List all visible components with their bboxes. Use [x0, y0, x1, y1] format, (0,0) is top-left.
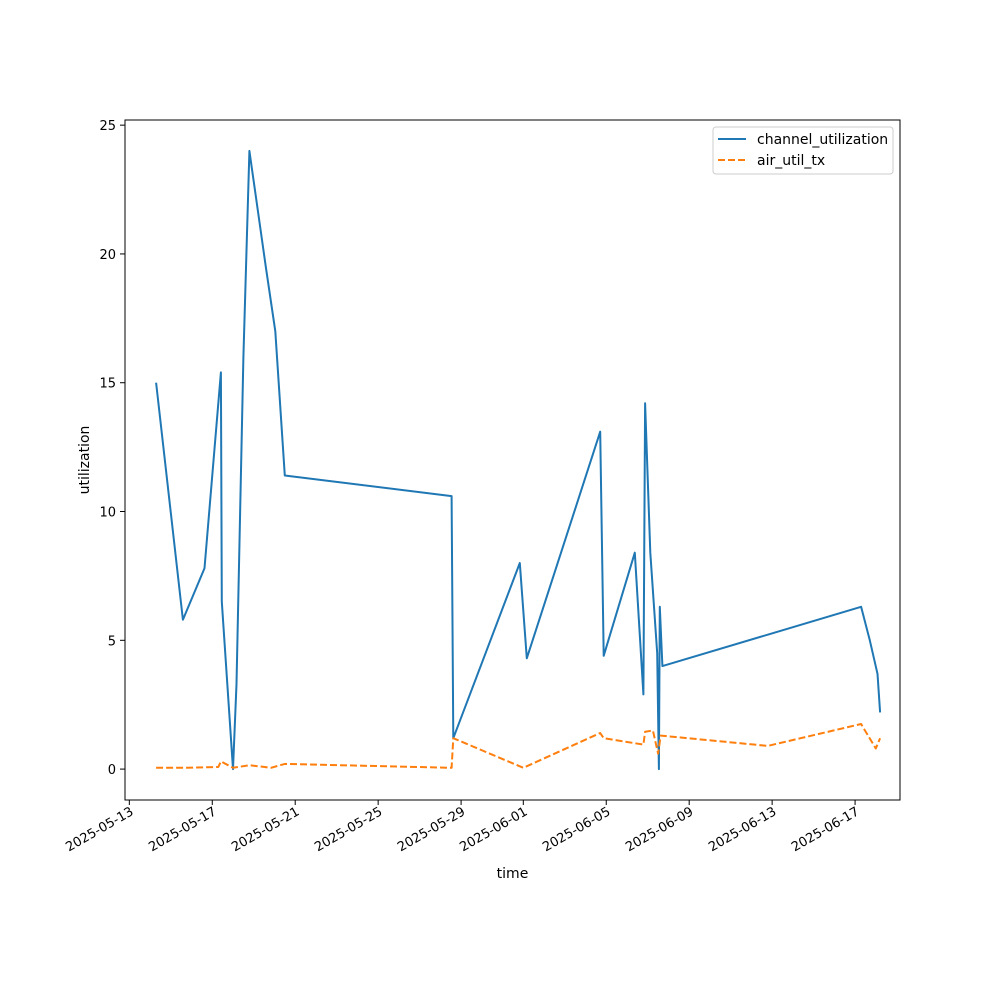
x-tick-label: 2025-06-05 [540, 804, 613, 855]
x-tick-label: 2025-06-17 [789, 804, 862, 855]
series-line-channel-utilization [155, 149, 882, 771]
x-tick-label: 2025-05-13 [63, 804, 136, 855]
x-tick-label: 2025-05-25 [312, 804, 385, 855]
x-axis-label: time [497, 866, 529, 882]
legend: channel_utilization air_util_tx [712, 126, 894, 175]
x-tick-label: 2025-06-01 [457, 804, 530, 855]
y-axis: 0 5 10 15 20 25 [99, 119, 125, 778]
legend-label-channel-utilization: channel_utilization [757, 132, 888, 148]
y-tick-label: 10 [99, 506, 116, 521]
legend-box [712, 126, 894, 175]
y-axis-label: utilization [77, 426, 93, 495]
y-tick-label: 0 [108, 763, 116, 778]
legend-label-air-util-tx: air_util_tx [757, 153, 825, 169]
x-axis: 2025-05-13 2025-05-17 2025-05-21 2025-05-25… [63, 800, 862, 855]
y-tick-label: 20 [99, 248, 116, 263]
plot-frame [124, 119, 901, 801]
y-tick-label: 5 [108, 634, 116, 649]
x-tick-label: 2025-06-09 [623, 804, 696, 855]
y-tick-label: 25 [99, 119, 116, 134]
series-line-air-util-tx [156, 723, 882, 769]
x-tick-label: 2025-05-21 [229, 804, 302, 855]
x-tick-label: 2025-05-29 [395, 804, 468, 855]
x-tick-label: 2025-05-17 [146, 804, 219, 855]
y-tick-label: 15 [99, 377, 116, 392]
plot-lines [155, 149, 882, 771]
x-tick-label: 2025-06-13 [706, 804, 779, 855]
